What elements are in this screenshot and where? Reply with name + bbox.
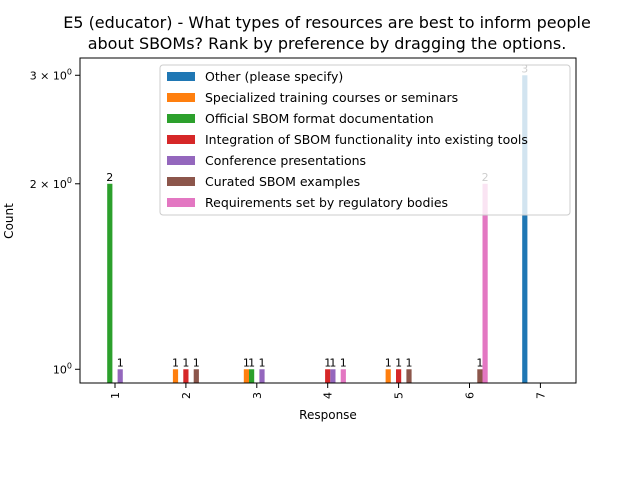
data-label-5-response-4: 1: [329, 356, 336, 369]
data-label-5-response-3: 1: [259, 356, 266, 369]
chart-title: E5 (educator) - What types of resources …: [63, 13, 591, 53]
legend-entry: Official SBOM format documentation: [205, 111, 434, 126]
bar-6-response-5: [406, 369, 412, 383]
data-label-2-response-3: 1: [243, 356, 250, 369]
bar-6-response-2: [193, 369, 199, 383]
bar-2-response-2: [172, 369, 179, 383]
y-tick-label: 100: [53, 361, 72, 376]
bar-6-response-6: [477, 369, 483, 383]
legend-box: [159, 64, 571, 216]
data-label-4-response-2: 1: [182, 356, 189, 369]
x-axis-label: Response: [299, 408, 357, 422]
bar-3-response-3: [249, 369, 255, 383]
bar-5-response-4: [330, 369, 336, 383]
bar-5-response-3: [259, 369, 265, 383]
legend-entry: Other (please specify): [205, 69, 343, 84]
legend-swatch: [167, 198, 195, 207]
legend-entry: Curated SBOM examples: [205, 174, 360, 189]
bar-4-response-2: [183, 369, 189, 383]
x-tick-label: 1: [109, 392, 122, 399]
legend-swatch: [167, 156, 195, 165]
legend-entry: Conference presentations: [205, 153, 366, 168]
data-label-2-response-5: 1: [385, 356, 392, 369]
x-tick-label: 4: [322, 392, 335, 399]
bar-1-response-7: [522, 75, 528, 384]
bar-2-response-5: [385, 369, 391, 383]
legend-entry: Integration of SBOM functionality into e…: [205, 132, 528, 147]
legend: Other (please specify) Specialized traini…: [159, 64, 571, 216]
bar-7-response-4: [340, 369, 346, 383]
bar-5-response-1: [117, 369, 123, 383]
y-axis-label: Count: [2, 203, 16, 239]
x-tick-label: 2: [180, 392, 193, 399]
x-axis: 1 2 3 4 5 6 7: [109, 383, 547, 399]
bar-4-response-4: [325, 369, 331, 383]
bar-3-response-1: [107, 183, 113, 383]
bar-7-response-6: [482, 183, 488, 383]
x-tick-label: 5: [393, 392, 406, 399]
x-tick-label: 3: [251, 392, 264, 399]
bars-layer: [107, 75, 528, 384]
legend-swatch: [167, 135, 195, 144]
data-label-4-response-5: 1: [395, 356, 402, 369]
y-tick-label: 2 × 100: [30, 176, 72, 191]
data-label-6-response-6: 1: [476, 356, 483, 369]
x-tick-label: 7: [534, 392, 547, 399]
legend-swatch: [167, 72, 195, 81]
data-label-6-response-5: 1: [406, 356, 413, 369]
data-label-3-response-1: 2: [106, 171, 113, 184]
data-label-3-response-3: 1: [248, 356, 255, 369]
legend-entry: Specialized training courses or seminars: [205, 90, 458, 105]
data-label-5-response-1: 1: [117, 356, 124, 369]
data-label-6-response-2: 1: [193, 356, 200, 369]
legend-entry: Requirements set by regulatory bodies: [205, 195, 448, 210]
data-label-2-response-2: 1: [172, 356, 179, 369]
chart-title-line-1: E5 (educator) - What types of resources …: [63, 13, 591, 32]
data-label-4-response-4: 1: [324, 356, 331, 369]
chart-title-line-2: about SBOMs? Rank by preference by dragg…: [88, 34, 567, 53]
bar-2-response-3: [243, 369, 249, 383]
legend-swatch: [167, 114, 195, 123]
y-axis: 100 2 × 100 3 × 100: [30, 67, 80, 376]
legend-swatch: [167, 177, 195, 186]
x-tick-label: 6: [464, 392, 477, 399]
bar-4-response-5: [396, 369, 402, 383]
data-label-7-response-4: 1: [340, 356, 347, 369]
legend-swatch: [167, 93, 195, 102]
y-tick-label: 3 × 100: [30, 67, 72, 82]
